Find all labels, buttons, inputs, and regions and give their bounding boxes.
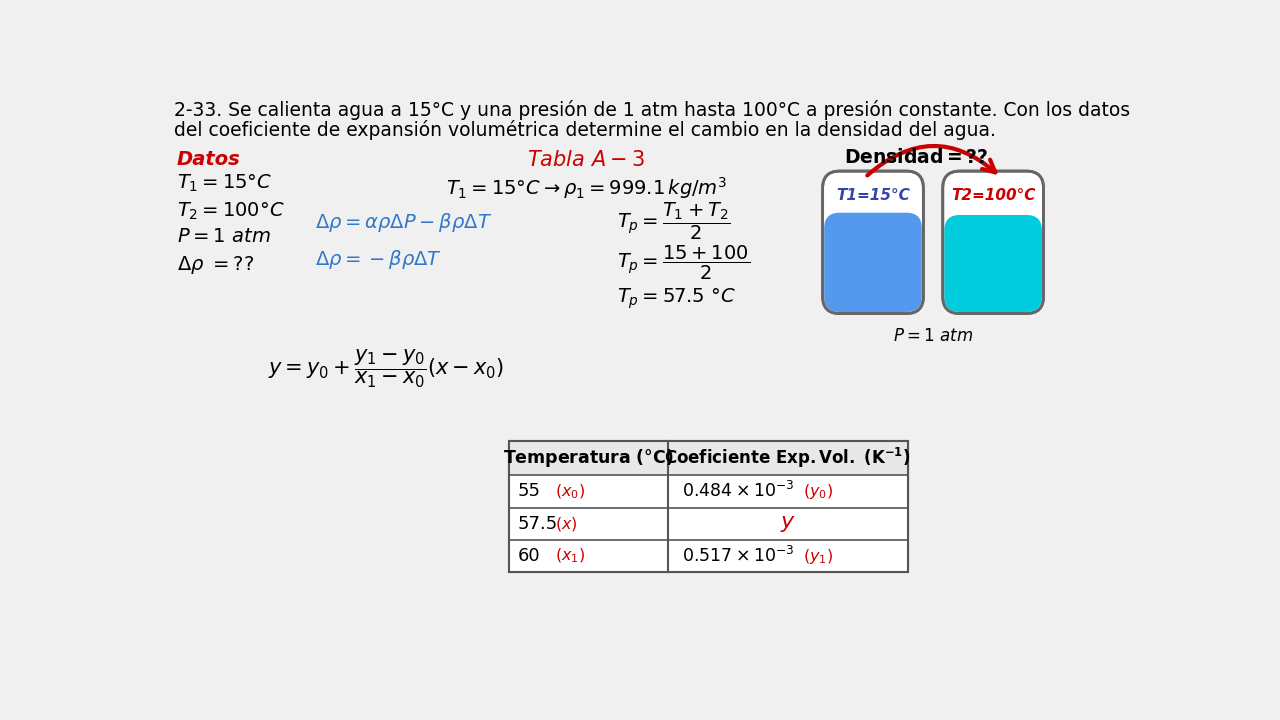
Bar: [508, 475, 908, 508]
Bar: [508, 540, 908, 572]
FancyBboxPatch shape: [824, 212, 922, 312]
Bar: [508, 441, 908, 572]
Text: $\Delta\rho\ =??$: $\Delta\rho\ =??$: [177, 254, 255, 276]
Text: $T_p = 57.5\ °C$: $T_p = 57.5\ °C$: [617, 287, 736, 311]
Text: 55: 55: [518, 482, 541, 500]
Text: $(y_1)$: $(y_1)$: [804, 546, 833, 566]
Text: $\mathit{y}$: $\mathit{y}$: [780, 514, 796, 534]
Text: $y = y_0 + \dfrac{y_1 - y_0}{x_1 - x_0}(x - x_0)$: $y = y_0 + \dfrac{y_1 - y_0}{x_1 - x_0}(…: [269, 348, 504, 390]
Text: $T_2 = 100°C$: $T_2 = 100°C$: [177, 200, 284, 222]
FancyBboxPatch shape: [823, 171, 923, 313]
FancyBboxPatch shape: [945, 215, 1042, 312]
Text: $0.517 \times 10^{-3}$: $0.517 \times 10^{-3}$: [681, 546, 794, 566]
Text: $P=1\ \mathit{atm}$: $P=1\ \mathit{atm}$: [893, 328, 973, 346]
Text: 57.5: 57.5: [518, 515, 558, 533]
Text: del coeficiente de expansión volumétrica determine el cambio en la densidad del : del coeficiente de expansión volumétrica…: [174, 120, 996, 140]
Text: T1=15°C: T1=15°C: [836, 188, 910, 203]
Text: 2-33. Se calienta agua a 15°C y una presión de 1 atm hasta 100°C a presión const: 2-33. Se calienta agua a 15°C y una pres…: [174, 100, 1130, 120]
Text: $T_1 = 15°C \rightarrow \rho_1 = 999.1\,kg/m^3$: $T_1 = 15°C \rightarrow \rho_1 = 999.1\,…: [445, 175, 727, 201]
Text: $\mathit{\mathbf{Coeficiente\ Exp.Vol.\ (K^{-1})}}$: $\mathit{\mathbf{Coeficiente\ Exp.Vol.\ …: [664, 446, 911, 470]
Text: $(y_0)$: $(y_0)$: [804, 482, 833, 501]
Text: $(x)$: $(x)$: [556, 515, 577, 533]
Text: $(x_1)$: $(x_1)$: [556, 547, 585, 565]
Text: $P = 1\ \mathit{atm}$: $P = 1\ \mathit{atm}$: [177, 228, 271, 246]
Text: T2=100°C: T2=100°C: [951, 188, 1036, 203]
Bar: [508, 441, 908, 572]
Text: $(x_0)$: $(x_0)$: [556, 482, 585, 500]
Text: $T_p = \dfrac{T_1 + T_2}{2}$: $T_p = \dfrac{T_1 + T_2}{2}$: [617, 200, 731, 242]
Text: Datos: Datos: [177, 150, 241, 168]
Text: $T_p = \dfrac{15 + 100}{2}$: $T_p = \dfrac{15 + 100}{2}$: [617, 244, 750, 282]
Text: $\Delta\rho = -\beta\rho\Delta T$: $\Delta\rho = -\beta\rho\Delta T$: [315, 248, 442, 271]
Text: $\Delta\rho = \alpha\rho\Delta P - \beta\rho\Delta T$: $\Delta\rho = \alpha\rho\Delta P - \beta…: [315, 211, 493, 234]
Text: $0.484 \times 10^{-3}$: $0.484 \times 10^{-3}$: [681, 482, 794, 501]
Text: $\mathbf{Densidad=??}$: $\mathbf{Densidad=??}$: [844, 148, 988, 167]
Bar: [508, 441, 908, 475]
FancyArrowPatch shape: [868, 146, 996, 176]
FancyBboxPatch shape: [943, 171, 1043, 313]
Text: $\mathit{Tabla}\ A-3$: $\mathit{Tabla}\ A-3$: [527, 150, 645, 169]
Text: 60: 60: [518, 547, 540, 565]
Text: $T_1 = 15°C$: $T_1 = 15°C$: [177, 173, 273, 194]
Bar: [508, 508, 908, 540]
Text: $\mathit{\mathbf{Temperatura\ (°C)}}$: $\mathit{\mathbf{Temperatura\ (°C)}}$: [503, 447, 673, 469]
